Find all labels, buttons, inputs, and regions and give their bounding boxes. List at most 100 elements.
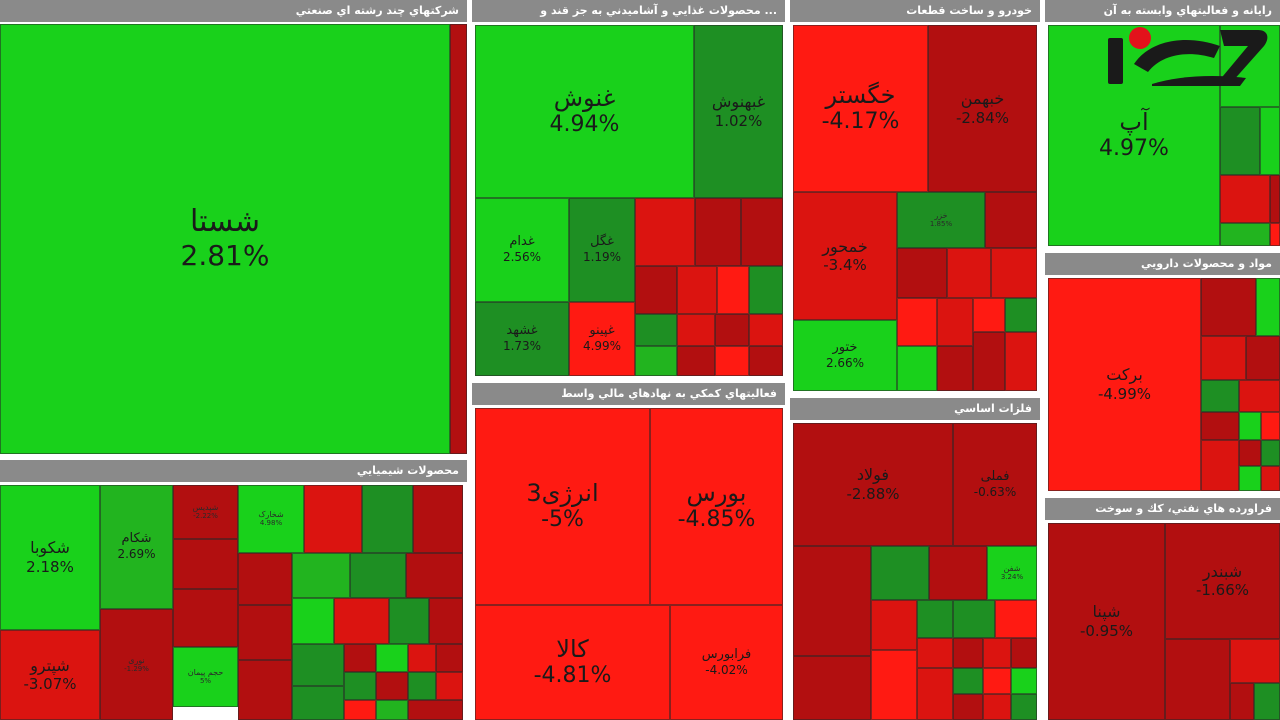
stock-tile-khzar[interactable]: خزر 1.85%: [897, 192, 985, 248]
stock-tile[interactable]: [1256, 278, 1280, 336]
stock-tile[interactable]: [292, 598, 334, 644]
stock-tile[interactable]: [1201, 380, 1239, 412]
stock-tile-shpna[interactable]: شپنا -0.95%: [1048, 523, 1165, 720]
stock-tile[interactable]: [953, 600, 995, 638]
stock-tile[interactable]: [985, 192, 1037, 248]
stock-tile[interactable]: [871, 546, 929, 600]
stock-tile[interactable]: [1246, 336, 1280, 380]
stock-tile[interactable]: [953, 668, 983, 694]
stock-tile[interactable]: [677, 266, 717, 314]
stock-tile[interactable]: [1239, 412, 1261, 440]
stock-tile[interactable]: [973, 298, 1005, 332]
stock-tile[interactable]: [450, 24, 467, 454]
stock-tile[interactable]: [238, 605, 292, 660]
stock-tile[interactable]: [1254, 683, 1280, 720]
stock-tile-ghanosh[interactable]: غنوش 4.94%: [475, 25, 694, 198]
stock-tile-shekhark[interactable]: شخارک 4.98%: [238, 485, 304, 553]
stock-tile[interactable]: [635, 198, 695, 266]
stock-tile-shekam[interactable]: شکام 2.69%: [100, 485, 173, 609]
stock-tile[interactable]: [635, 314, 677, 346]
stock-tile-shiran[interactable]: شپترو -3.07%: [0, 630, 100, 720]
stock-tile-khtoor[interactable]: ختور 2.66%: [793, 320, 897, 391]
stock-tile-kala[interactable]: کالا -4.81%: [475, 605, 670, 720]
stock-tile[interactable]: [413, 485, 463, 553]
stock-tile[interactable]: [917, 638, 953, 668]
stock-tile[interactable]: [871, 600, 917, 650]
stock-tile[interactable]: [429, 598, 463, 644]
stock-tile[interactable]: [238, 553, 292, 605]
stock-tile[interactable]: [1220, 107, 1260, 175]
stock-tile[interactable]: [937, 346, 973, 391]
stock-tile[interactable]: [995, 600, 1037, 638]
stock-tile[interactable]: [897, 346, 937, 391]
stock-tile[interactable]: [917, 668, 953, 720]
stock-tile-fmeli[interactable]: فملی -0.63%: [953, 423, 1037, 546]
stock-tile[interactable]: [292, 644, 344, 686]
stock-tile-hajmpeyman[interactable]: حجم پیمان 5%: [173, 647, 238, 707]
stock-tile[interactable]: [695, 198, 741, 266]
stock-tile[interactable]: [389, 598, 429, 644]
stock-tile[interactable]: [1270, 223, 1280, 246]
stock-tile[interactable]: [436, 672, 463, 700]
stock-tile-khmehvar[interactable]: خمحور -3.4%: [793, 192, 897, 320]
stock-tile[interactable]: [973, 332, 1005, 391]
stock-tile[interactable]: [917, 600, 953, 638]
stock-tile[interactable]: [1239, 440, 1261, 466]
stock-tile-ghgol[interactable]: غگل 1.19%: [569, 198, 635, 302]
stock-tile[interactable]: [1220, 175, 1270, 223]
stock-tile[interactable]: [715, 314, 749, 346]
stock-tile-shepdis[interactable]: شپدیس -2.22%: [173, 485, 238, 539]
stock-tile[interactable]: [953, 694, 983, 720]
stock-tile[interactable]: [983, 694, 1011, 720]
stock-tile[interactable]: [1165, 639, 1230, 720]
stock-tile[interactable]: [173, 589, 238, 647]
stock-tile-shbandar[interactable]: شبندر -1.66%: [1165, 523, 1280, 639]
stock-tile[interactable]: [793, 656, 871, 720]
stock-tile[interactable]: [1270, 175, 1280, 223]
stock-tile[interactable]: [1239, 466, 1261, 491]
stock-tile[interactable]: [897, 248, 947, 298]
stock-tile[interactable]: [749, 266, 783, 314]
stock-tile[interactable]: [897, 298, 937, 346]
stock-tile[interactable]: [1261, 412, 1280, 440]
stock-tile[interactable]: [1239, 380, 1280, 412]
stock-tile[interactable]: [947, 248, 991, 298]
stock-tile-ghbahnosh[interactable]: غبهنوش 1.02%: [694, 25, 783, 198]
stock-tile-khbahman[interactable]: خبهمن -2.84%: [928, 25, 1037, 192]
stock-tile-ghshahd[interactable]: غشهد 1.73%: [475, 302, 569, 376]
stock-tile[interactable]: [983, 638, 1011, 668]
stock-tile[interactable]: [304, 485, 362, 553]
stock-tile[interactable]: [376, 700, 408, 720]
stock-tile[interactable]: [292, 686, 344, 720]
stock-tile[interactable]: [1201, 440, 1239, 491]
stock-tile[interactable]: [408, 672, 436, 700]
stock-tile[interactable]: [749, 314, 783, 346]
stock-tile[interactable]: [350, 553, 406, 598]
stock-tile[interactable]: [436, 644, 463, 672]
stock-tile-shasta[interactable]: شستا 2.81%: [0, 24, 450, 454]
stock-tile[interactable]: [1220, 223, 1270, 246]
stock-tile[interactable]: [344, 644, 376, 672]
stock-tile[interactable]: [717, 266, 749, 314]
stock-tile[interactable]: [793, 546, 871, 656]
stock-tile-shakooba[interactable]: شکوبا 2.18%: [0, 485, 100, 630]
stock-tile[interactable]: [1011, 668, 1037, 694]
stock-tile[interactable]: [635, 266, 677, 314]
stock-tile[interactable]: [344, 672, 376, 700]
stock-tile[interactable]: [292, 553, 350, 598]
stock-tile-farabors[interactable]: فرابورس -4.02%: [670, 605, 783, 720]
stock-tile[interactable]: [749, 346, 783, 376]
stock-tile[interactable]: [408, 644, 436, 672]
stock-tile[interactable]: [376, 644, 408, 672]
stock-tile[interactable]: [1260, 107, 1280, 175]
stock-tile-foolad[interactable]: فولاد -2.88%: [793, 423, 953, 546]
stock-tile-barkat[interactable]: برکت -4.99%: [1048, 278, 1201, 491]
stock-tile[interactable]: [334, 598, 389, 644]
stock-tile[interactable]: [1230, 639, 1280, 683]
stock-tile-ghadam[interactable]: غدام 2.56%: [475, 198, 569, 302]
stock-tile[interactable]: [983, 668, 1011, 694]
stock-tile-ghpino[interactable]: غپینو 4.99%: [569, 302, 635, 376]
stock-tile[interactable]: [953, 638, 983, 668]
stock-tile[interactable]: [635, 346, 677, 376]
stock-tile[interactable]: [1005, 332, 1037, 391]
